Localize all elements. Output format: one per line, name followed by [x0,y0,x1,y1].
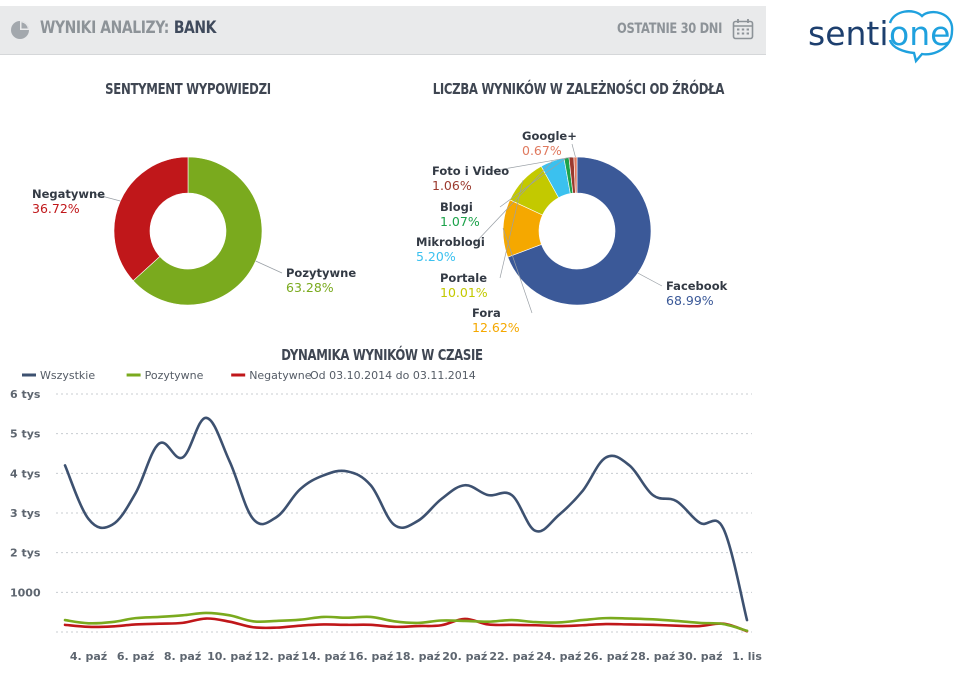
x-tick-label: 10. paź [207,650,252,663]
logo-part-senti: senti [808,14,889,53]
x-tick-label: 1. lis [732,650,762,663]
x-tick-label: 12. paź [254,650,299,663]
value-blogi: 1.07% [440,214,480,229]
x-tick-label: 20. paź [442,650,487,663]
x-tick-label: 18. paź [395,650,440,663]
x-tick-label: 8. paź [164,650,201,663]
label-mikroblogi: Mikroblogi [416,235,485,249]
timeline-line-chart: Od 03.10.2014 do 03.11.2014 Wszystkie Pozy… [10,369,762,663]
leader-foto-i-video [491,156,572,172]
label-google: Google+ [522,129,577,143]
value-fora: 12.62% [472,320,520,335]
label-blogi: Blogi [440,200,473,214]
series-line-pozytywne[interactable] [63,611,749,633]
x-tick-label: 4. paź [70,650,107,663]
legend-label-pozytywne: Pozytywne [145,369,204,382]
x-tick-label: 30. paź [677,650,722,663]
legend-item-pozytywne[interactable]: Pozytywne [126,369,204,382]
calendar-icon[interactable] [732,18,754,40]
label-foto-i-video: Foto i Video [432,164,509,178]
series-line-wszystkie[interactable] [63,416,749,622]
timeline-subtitle: Od 03.10.2014 do 03.11.2014 [310,369,476,382]
sentione-logo: senti one [808,10,954,64]
x-tick-label: 6. paź [117,650,154,663]
sources-title: LICZBA WYNIKÓW W ZALEŻNOŚCI OD ŹRÓDŁA [432,80,725,98]
value-facebook: 68.99% [666,293,714,308]
x-tick-label: 16. paź [348,650,393,663]
legend-item-negatywne[interactable]: Negatywne [231,369,312,382]
slice-pozytywne[interactable] [132,156,263,306]
label-negatywne: Negatywne [32,187,105,201]
x-tick-label: 22. paź [489,650,534,663]
page-title: WYNIKI ANALIZY: BANK [40,18,216,38]
title-brand: BANK [173,18,217,38]
timeline-title: DYNAMIKA WYNIKÓW W CZASIE [281,346,483,364]
legend-label-negatywne: Negatywne [249,369,312,382]
value-negatywne: 36.72% [32,201,80,216]
x-tick-label: 24. paź [536,650,581,663]
label-pozytywne: Pozytywne [286,266,356,280]
value-portale: 10.01% [440,285,488,300]
analysis-panel: WYNIKI ANALIZY: BANK OSTATNIE 30 DNI SENT… [0,6,766,663]
title-prefix: WYNIKI ANALIZY: [40,18,169,38]
leader-fora [502,228,533,314]
y-tick-label: 3 tys [10,507,41,520]
leader-mikroblogi [475,161,553,243]
leader-negatywne [93,193,121,202]
y-tick-label: 1000 [10,586,41,599]
label-facebook: Facebook [666,279,728,293]
x-tick-label: 28. paź [630,650,675,663]
pie-chart-icon [11,21,29,39]
period-label[interactable]: OSTATNIE 30 DNI [617,21,722,37]
leader-facebook [637,272,663,287]
leader-blogi [499,157,567,208]
slice-facebook[interactable] [507,156,652,306]
value-pozytywne: 63.28% [286,280,334,295]
legend-label-wszystkie: Wszystkie [40,369,95,382]
sentiment-title: SENTYMENT WYPOWIEDZI [105,80,271,98]
legend-item-wszystkie[interactable]: Wszystkie [22,369,95,382]
value-mikroblogi: 5.20% [416,249,456,264]
y-tick-label: 6 tys [10,388,41,401]
slice-google[interactable] [573,156,578,194]
y-tick-label: 5 tys [10,428,41,441]
value-google: 0.67% [522,143,562,158]
series-line-negatywne[interactable] [63,617,749,633]
header-bar: WYNIKI ANALIZY: BANK OSTATNIE 30 DNI [0,6,766,55]
label-portale: Portale [440,271,487,285]
value-foto-i-video: 1.06% [432,178,472,193]
logo-part-one: one [889,14,950,53]
y-tick-label: 2 tys [10,547,41,560]
x-tick-label: 26. paź [583,650,628,663]
leader-google [571,143,576,158]
label-fora: Fora [472,306,501,320]
y-tick-label: 4 tys [10,467,41,480]
leader-pozytywne [255,260,283,274]
slice-negatywne[interactable] [113,156,189,282]
x-tick-label: 14. paź [301,650,346,663]
